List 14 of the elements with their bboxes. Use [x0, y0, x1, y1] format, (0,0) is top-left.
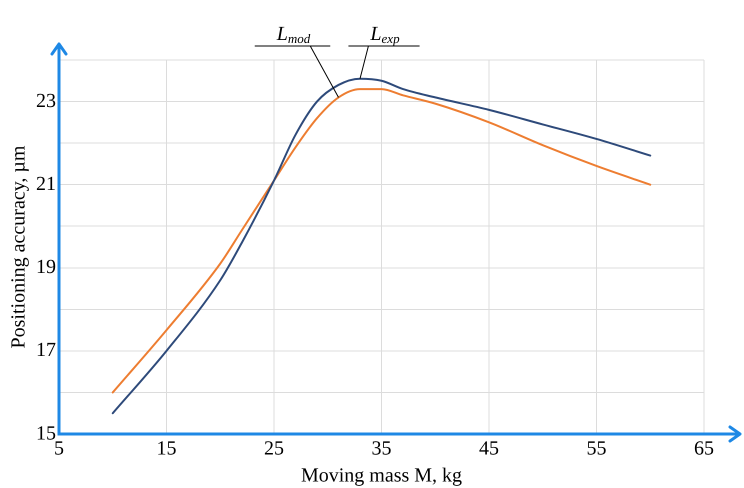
- y-tick-label: 21: [36, 172, 56, 195]
- x-tick-label: 15: [156, 437, 176, 460]
- y-tick-label: 15: [36, 422, 56, 444]
- y-tick-label: 19: [36, 256, 56, 278]
- x-tick-label: 25: [264, 437, 284, 460]
- x-tick-label: 65: [694, 437, 714, 460]
- y-tick-label: 17: [36, 339, 56, 362]
- x-tick-label: 55: [586, 437, 606, 460]
- y-tick-label: 23: [36, 90, 56, 112]
- y-axis-title: Positioning accuracy, µm: [7, 145, 30, 348]
- x-tick-label: 5: [54, 437, 64, 460]
- x-axis-title: Moving mass M, kg: [300, 464, 462, 486]
- x-tick-label: 35: [372, 437, 392, 460]
- x-tick-label: 45: [479, 437, 499, 460]
